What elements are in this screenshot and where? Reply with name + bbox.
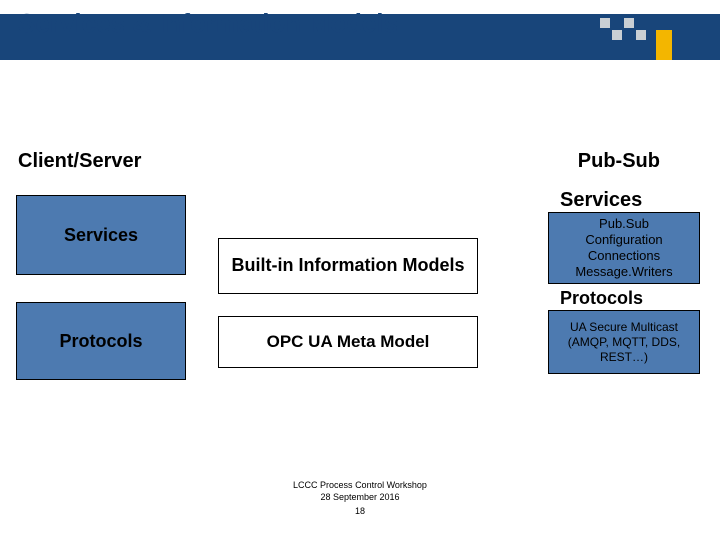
decor-square [600, 18, 610, 28]
heading-client-server: Client/Server [18, 150, 141, 173]
decor-square [600, 30, 610, 40]
decor-yellow-accent [656, 30, 672, 60]
heading-pub-sub: Pub-Sub [578, 150, 660, 173]
left-protocols-box: Protocols [16, 302, 186, 380]
right-protocols-text: UA Secure Multicast (AMQP, MQTT, DDS, RE… [568, 320, 680, 365]
right-config-box: Pub.Sub Configuration Connections Messag… [548, 212, 700, 284]
decor-square [612, 30, 622, 40]
slide-root: Services & Information Models Client/Ser… [0, 0, 720, 540]
left-services-box: Services [16, 195, 186, 275]
right-config-text: Pub.Sub Configuration Connections Messag… [575, 216, 672, 281]
decor-square [624, 30, 634, 40]
decor-square [624, 18, 634, 28]
decor-square [636, 18, 646, 28]
center-builtin-label: Built-in Information Models [232, 255, 465, 277]
decor-square [612, 18, 622, 28]
footer-line-2: 28 September 2016 [0, 492, 720, 502]
decor-square [636, 30, 646, 40]
left-services-label: Services [64, 225, 138, 246]
slide-title: Services & Information Models [18, 8, 398, 39]
footer-line-1: LCCC Process Control Workshop [0, 480, 720, 490]
footer-slide-number: 18 [0, 506, 720, 516]
right-services-heading: Services [560, 189, 642, 212]
center-builtin-box: Built-in Information Models [218, 238, 478, 294]
right-protocols-heading: Protocols [560, 288, 643, 309]
left-protocols-label: Protocols [59, 331, 142, 352]
center-meta-box: OPC UA Meta Model [218, 316, 478, 368]
center-meta-label: OPC UA Meta Model [267, 332, 430, 352]
right-protocols-box: UA Secure Multicast (AMQP, MQTT, DDS, RE… [548, 310, 700, 374]
